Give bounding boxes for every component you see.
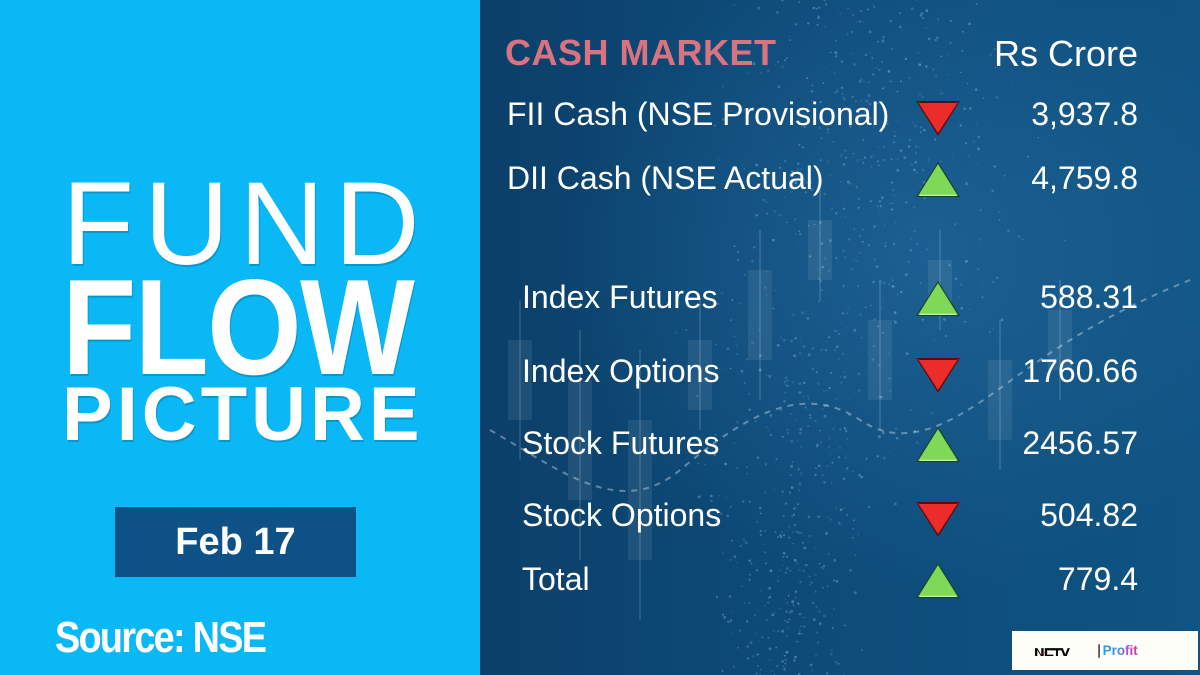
svg-text:Profit: Profit bbox=[1103, 643, 1139, 658]
